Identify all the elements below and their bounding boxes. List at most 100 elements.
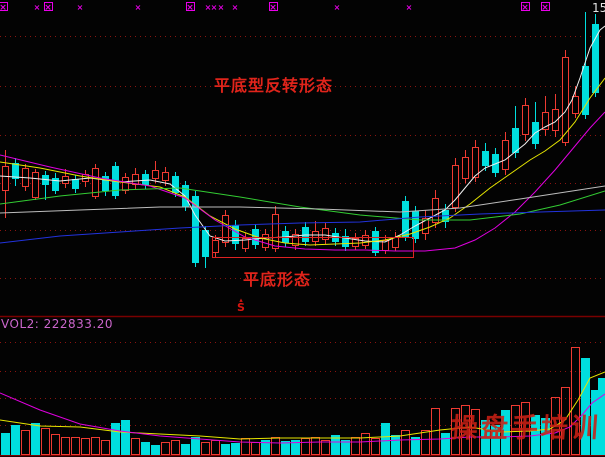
- volume-bar: [311, 437, 320, 455]
- top-marker-x-icon: ×: [218, 3, 225, 12]
- volume-bar: [421, 430, 430, 455]
- top-marker-box: [269, 2, 278, 11]
- volume-bar: [101, 440, 110, 455]
- volume-bar: [11, 425, 20, 455]
- candlestick: [592, 24, 599, 93]
- candlestick: [482, 151, 489, 166]
- ma-line-ma20: [0, 111, 605, 252]
- volume-bar: [231, 443, 240, 455]
- candlestick: [422, 218, 429, 234]
- volume-bar: [201, 442, 210, 455]
- candlestick: [152, 170, 159, 179]
- top-marker-box: [541, 2, 550, 11]
- volume-bar: [151, 445, 160, 455]
- top-marker-box: [44, 2, 53, 11]
- candlestick: [102, 176, 109, 191]
- candlestick: [92, 168, 99, 197]
- candlestick: [122, 177, 129, 191]
- ma-line-ma5: [0, 25, 605, 243]
- volume-bar: [131, 438, 140, 455]
- candlestick: [392, 237, 399, 248]
- candlestick: [142, 174, 149, 185]
- top-marker-x-icon: ×: [34, 3, 41, 12]
- candlestick: [212, 240, 219, 253]
- volume-bar: [301, 438, 310, 455]
- candlestick: [132, 174, 139, 185]
- candlestick: [552, 109, 559, 131]
- volume-bar: [181, 444, 190, 455]
- top-marker-x-icon: ×: [44, 3, 52, 13]
- candlestick: [242, 238, 249, 249]
- volume-bar: [441, 433, 450, 455]
- candlestick: [322, 228, 329, 240]
- top-marker-box: [0, 2, 8, 11]
- candlestick: [272, 214, 279, 249]
- flat-bottom-highlight-box: [212, 237, 414, 258]
- volume-bar: [381, 423, 390, 455]
- candlestick: [2, 166, 9, 191]
- candlestick: [352, 238, 359, 247]
- volume-bar: [291, 440, 300, 455]
- candlestick: [202, 230, 209, 257]
- top-marker-box: [521, 2, 530, 11]
- candlestick: [562, 57, 569, 143]
- candlestick: [572, 96, 579, 114]
- volume-bar: [171, 440, 180, 455]
- volume-bar: [521, 402, 530, 455]
- top-marker-x-icon: ×: [269, 3, 277, 13]
- volume-bar: [491, 425, 500, 455]
- candlestick: [312, 231, 319, 242]
- volume-bar: [471, 409, 480, 455]
- volume-bar: [511, 405, 520, 455]
- volume-bar: [31, 423, 40, 455]
- candlestick: [292, 234, 299, 246]
- volume-bar: [461, 405, 470, 455]
- ma-line-ma60: [0, 187, 605, 221]
- volume-bar: [391, 435, 400, 455]
- volume-bar: [211, 440, 220, 455]
- volume-bar: [161, 442, 170, 455]
- volume-bar: [241, 438, 250, 455]
- volume-bar: [598, 378, 605, 455]
- candlestick: [512, 128, 519, 153]
- candlestick: [12, 163, 19, 179]
- top-marker-x-icon: ×: [77, 3, 84, 12]
- top-marker-box: [186, 2, 195, 11]
- candlestick: [192, 196, 199, 263]
- candlestick: [342, 236, 349, 247]
- top-marker-x-icon: ×: [211, 3, 218, 12]
- top-marker-x-icon: ×: [0, 3, 7, 13]
- candlestick: [522, 105, 529, 135]
- candlestick: [32, 172, 39, 198]
- candlestick: [462, 157, 469, 179]
- volume-bar: [121, 420, 130, 455]
- volume-bar: [21, 430, 30, 455]
- volume-bar: [331, 435, 340, 455]
- volume-bar: [51, 434, 60, 455]
- candlestick: [542, 112, 549, 130]
- top-marker-x-icon: ×: [135, 3, 142, 12]
- top-marker-x-icon: ×: [232, 3, 239, 12]
- volume-bar: [251, 442, 260, 455]
- volume-bar: [551, 397, 560, 455]
- volume-bar: [81, 438, 90, 455]
- volume-bar: [361, 433, 370, 455]
- volume-bar: [411, 437, 420, 455]
- top-marker-x-icon: ×: [521, 3, 529, 13]
- volume-bar: [351, 437, 360, 455]
- volume-bar: [261, 440, 270, 455]
- candlestick: [72, 179, 79, 189]
- volume-bar: [541, 418, 550, 455]
- volume-bar: [371, 438, 380, 455]
- volume-bar: [61, 437, 70, 455]
- volume-bar: [191, 437, 200, 455]
- volume-bar: [571, 347, 580, 455]
- candlestick: [262, 234, 269, 248]
- candlestick: [222, 215, 229, 243]
- volume-bar: [71, 437, 80, 455]
- candlestick: [172, 176, 179, 193]
- volume-bar: [41, 428, 50, 455]
- top-marker-x-icon: ×: [205, 3, 212, 12]
